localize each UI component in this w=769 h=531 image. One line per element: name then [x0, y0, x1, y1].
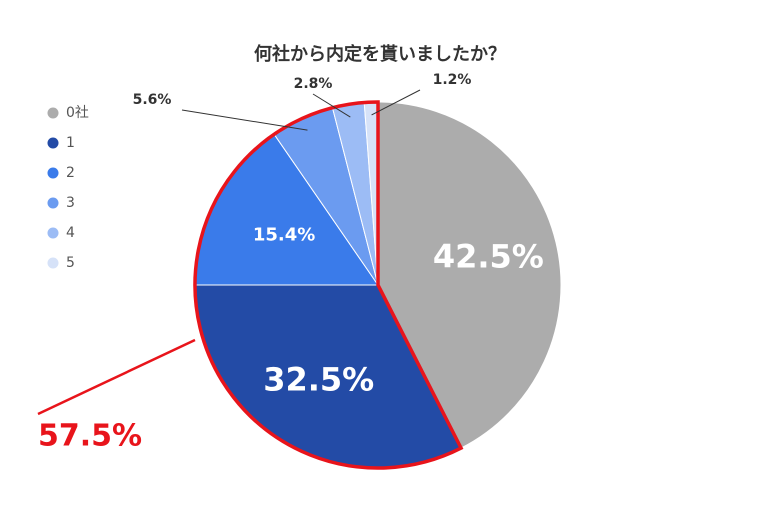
- leader-line: [181, 109, 308, 131]
- pie-slice: [377, 101, 562, 449]
- legend-swatch: [47, 197, 59, 209]
- data-label: 2.8%: [294, 76, 333, 92]
- highlight-outline: [193, 100, 464, 470]
- legend-swatch: [47, 167, 59, 179]
- data-label: 42.5%: [433, 238, 544, 276]
- data-label: 15.4%: [253, 225, 315, 246]
- legend-label: 4: [66, 225, 75, 241]
- legend-label: 0社: [66, 105, 89, 121]
- chart-title: 何社から内定を貰いましたか？: [254, 43, 506, 65]
- data-label: 5.6%: [133, 92, 172, 108]
- annotation: 57.5%: [38, 419, 142, 454]
- annotation-line: [37, 338, 196, 416]
- legend-swatch: [47, 107, 59, 119]
- legend-label: 3: [66, 195, 75, 211]
- legend-swatch: [47, 137, 59, 149]
- legend-label: 5: [66, 255, 75, 271]
- legend-swatch: [47, 257, 59, 269]
- leader-line: [371, 89, 421, 116]
- legend-label: 1: [66, 135, 75, 151]
- leader-line: [312, 93, 351, 118]
- legend-swatch: [47, 227, 59, 239]
- data-label: 1.2%: [433, 72, 472, 88]
- data-label: 32.5%: [263, 361, 374, 399]
- legend-label: 2: [66, 165, 75, 181]
